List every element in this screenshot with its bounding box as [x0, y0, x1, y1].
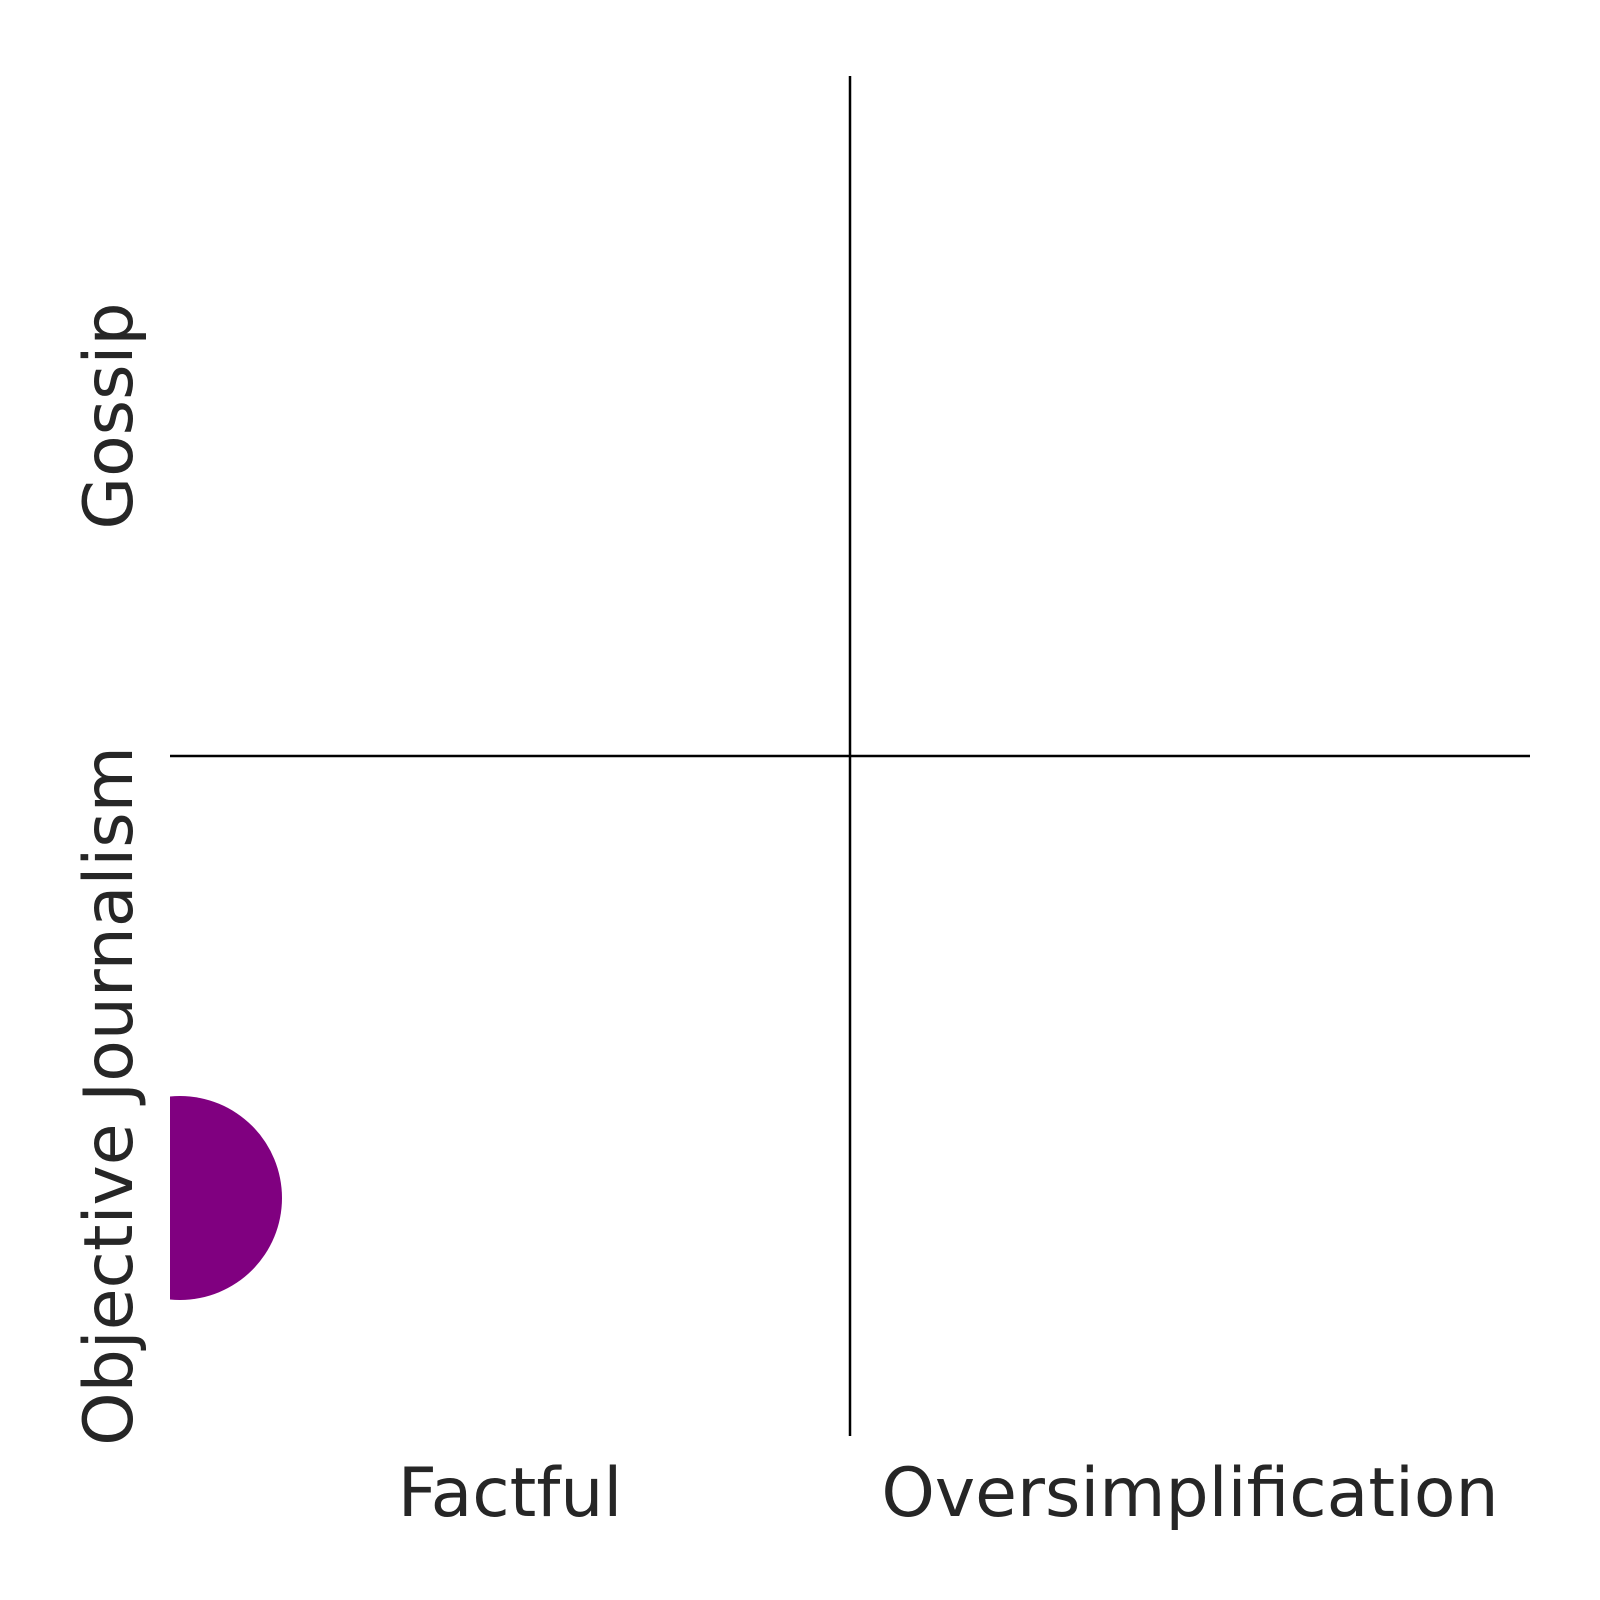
y-label-gossip: Gossip	[70, 302, 149, 529]
x-label-factful: Factful	[398, 1454, 623, 1533]
x-label-oversimplification: Oversimplification	[881, 1454, 1498, 1533]
points-layer	[170, 1096, 282, 1300]
y-label-objective-journalism: Objective Journalism	[70, 746, 149, 1446]
data-point-0	[170, 1096, 282, 1300]
